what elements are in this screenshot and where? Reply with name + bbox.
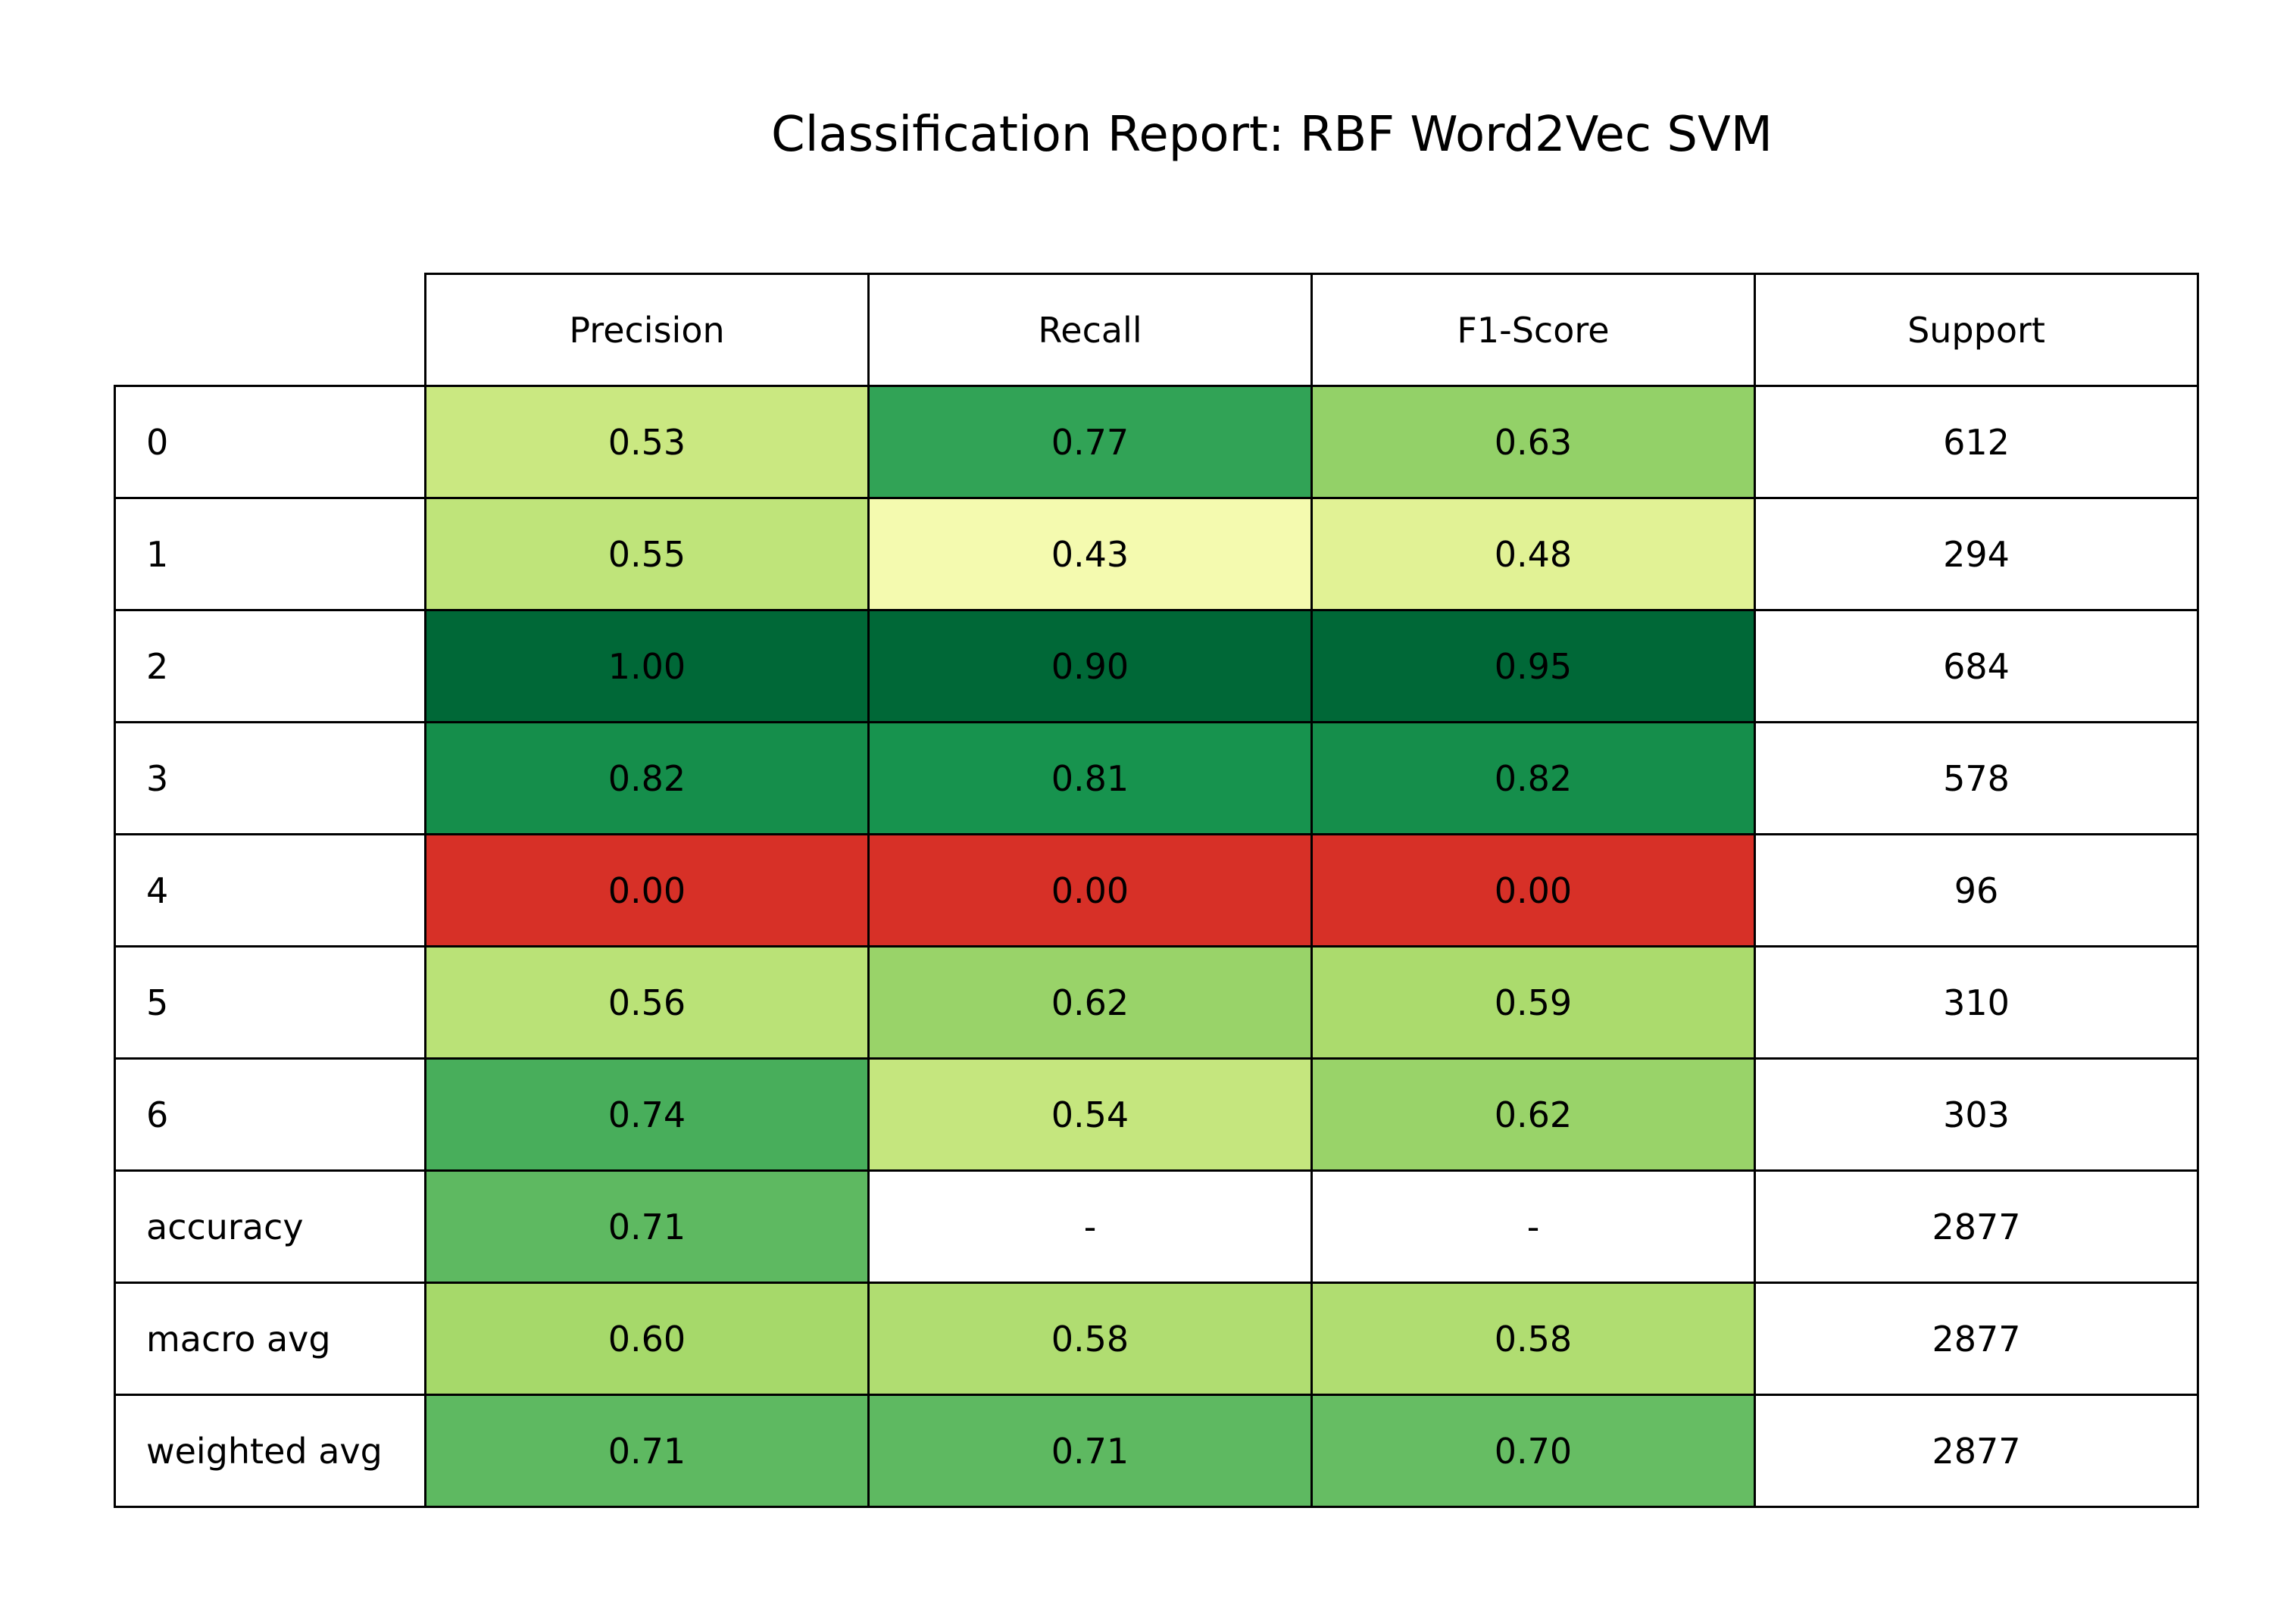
cell-0-f1: 0.63	[1310, 385, 1756, 499]
cell-5-precision: 0.56	[424, 945, 870, 1060]
cell-6-precision: 0.74	[424, 1057, 870, 1172]
cell-5-recall: 0.62	[867, 945, 1313, 1060]
cell-6-support: 303	[1754, 1057, 2199, 1172]
chart-title: Classification Report: RBF Word2Vec SVM	[771, 107, 1773, 163]
cell-5-support: 310	[1754, 945, 2199, 1060]
row-label-0: 0	[114, 385, 426, 499]
cell-6-recall: 0.54	[867, 1057, 1313, 1172]
cell-3-support: 578	[1754, 721, 2199, 835]
cell-accuracy-support: 2877	[1754, 1169, 2199, 1284]
cell-1-support: 294	[1754, 497, 2199, 611]
row-label-accuracy: accuracy	[114, 1169, 426, 1284]
cell-weighted-avg-precision: 0.71	[424, 1394, 870, 1508]
column-header-f1-score: F1-Score	[1310, 273, 1756, 387]
cell-1-precision: 0.55	[424, 497, 870, 611]
row-label-2: 2	[114, 609, 426, 723]
row-label-3: 3	[114, 721, 426, 835]
cell-macro-avg-f1: 0.58	[1310, 1282, 1756, 1396]
cell-2-recall: 0.90	[867, 609, 1313, 723]
cell-accuracy-f1: -	[1310, 1169, 1756, 1284]
row-label-5: 5	[114, 945, 426, 1060]
cell-macro-avg-support: 2877	[1754, 1282, 2199, 1396]
cell-weighted-avg-recall: 0.71	[867, 1394, 1313, 1508]
cell-5-f1: 0.59	[1310, 945, 1756, 1060]
cell-3-f1: 0.82	[1310, 721, 1756, 835]
cell-macro-avg-precision: 0.60	[424, 1282, 870, 1396]
column-header-precision: Precision	[424, 273, 870, 387]
row-label-1: 1	[114, 497, 426, 611]
cell-accuracy-recall: -	[867, 1169, 1313, 1284]
row-label-macro-avg: macro avg	[114, 1282, 426, 1396]
cell-0-precision: 0.53	[424, 385, 870, 499]
cell-0-recall: 0.77	[867, 385, 1313, 499]
cell-2-f1: 0.95	[1310, 609, 1756, 723]
row-label-4: 4	[114, 833, 426, 948]
column-header-recall: Recall	[867, 273, 1313, 387]
cell-6-f1: 0.62	[1310, 1057, 1756, 1172]
cell-weighted-avg-support: 2877	[1754, 1394, 2199, 1508]
cell-3-recall: 0.81	[867, 721, 1313, 835]
column-header-support: Support	[1754, 273, 2199, 387]
cell-accuracy-precision: 0.71	[424, 1169, 870, 1284]
cell-1-recall: 0.43	[867, 497, 1313, 611]
cell-4-recall: 0.00	[867, 833, 1313, 948]
cell-0-support: 612	[1754, 385, 2199, 499]
cell-4-support: 96	[1754, 833, 2199, 948]
cell-macro-avg-recall: 0.58	[867, 1282, 1313, 1396]
cell-2-support: 684	[1754, 609, 2199, 723]
cell-3-precision: 0.82	[424, 721, 870, 835]
cell-2-precision: 1.00	[424, 609, 870, 723]
cell-4-precision: 0.00	[424, 833, 870, 948]
row-label-6: 6	[114, 1057, 426, 1172]
cell-weighted-avg-f1: 0.70	[1310, 1394, 1756, 1508]
cell-1-f1: 0.48	[1310, 497, 1756, 611]
cell-4-f1: 0.00	[1310, 833, 1756, 948]
row-label-weighted-avg: weighted avg	[114, 1394, 426, 1508]
